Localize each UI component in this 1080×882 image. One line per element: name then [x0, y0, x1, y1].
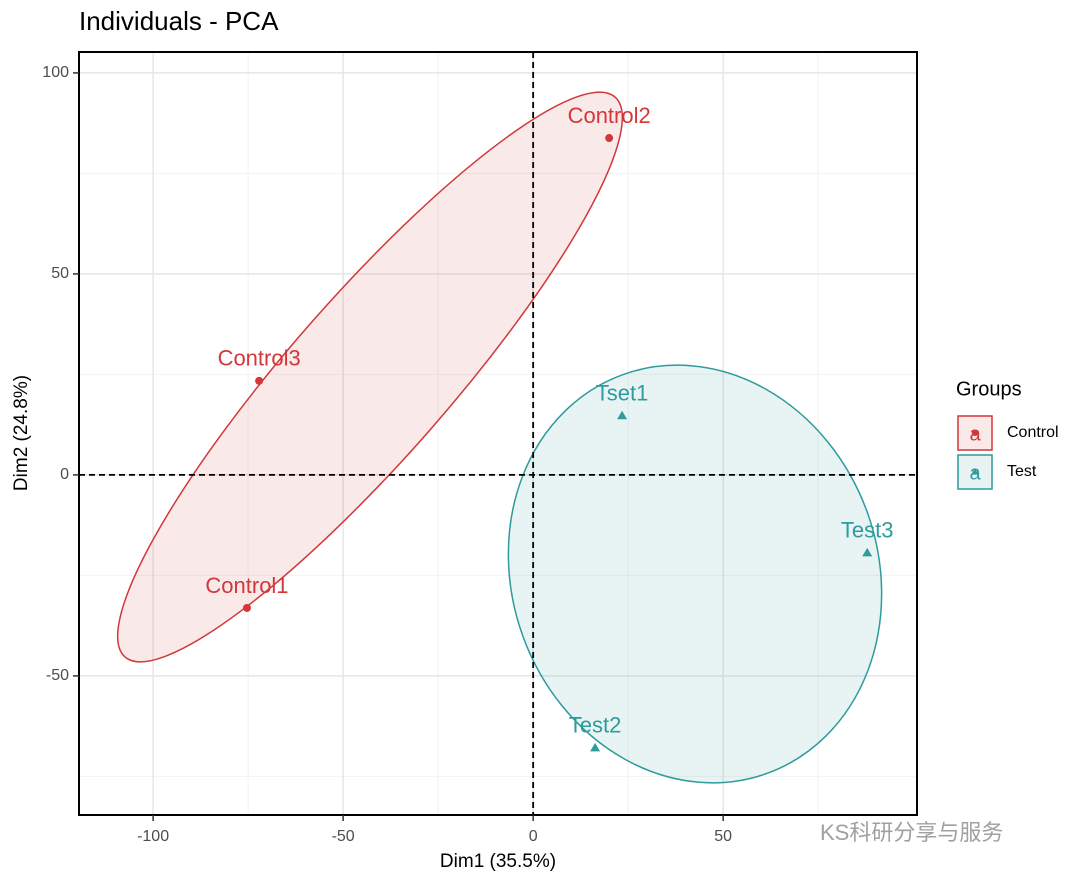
control-ellipse — [116, 91, 624, 663]
point-label: Test3 — [841, 518, 894, 543]
point-label: Control1 — [205, 573, 288, 598]
point-label: Test2 — [569, 713, 622, 738]
reference-lines — [79, 52, 917, 815]
y-tick-label: 0 — [60, 466, 69, 483]
x-tick-label: -50 — [332, 828, 355, 845]
plot-panel-background — [79, 52, 917, 815]
x-axis-label: Dim1 (35.5%) — [440, 851, 556, 872]
point-label: Tset1 — [596, 381, 649, 406]
point — [242, 603, 251, 612]
y-tick-label: 100 — [42, 64, 69, 81]
point — [617, 410, 628, 420]
test-ellipse — [507, 364, 883, 784]
point — [605, 134, 614, 143]
point — [862, 547, 873, 557]
point — [590, 742, 601, 752]
legend-marker — [972, 430, 978, 436]
legend-marker — [971, 468, 979, 475]
legend-title: Groups — [956, 378, 1022, 400]
x-tick-label: -100 — [137, 828, 169, 845]
panel — [79, 52, 917, 815]
legend-label: Control — [1007, 424, 1059, 441]
y-tick-label: -50 — [46, 667, 69, 684]
ellipses — [116, 91, 883, 784]
legend-label: Test — [1007, 463, 1037, 480]
points: Control2 Control3 Control1 Tset1 Test3 Test2 — [205, 103, 894, 752]
x-tick-label: 50 — [714, 828, 732, 845]
point-label: Control3 — [218, 346, 301, 371]
watermark: KS科研分享与服务 — [820, 820, 1003, 845]
legend: aControlaTest — [957, 415, 1059, 490]
point — [255, 376, 264, 385]
panel-border — [78, 51, 918, 816]
x-tick-label: 0 — [529, 828, 538, 845]
y-tick-label: 50 — [51, 265, 69, 282]
point-label: Control2 — [568, 103, 651, 128]
y-axis-label: Dim2 (24.8%) — [11, 375, 32, 491]
chart-title: Individuals - PCA — [79, 6, 279, 36]
